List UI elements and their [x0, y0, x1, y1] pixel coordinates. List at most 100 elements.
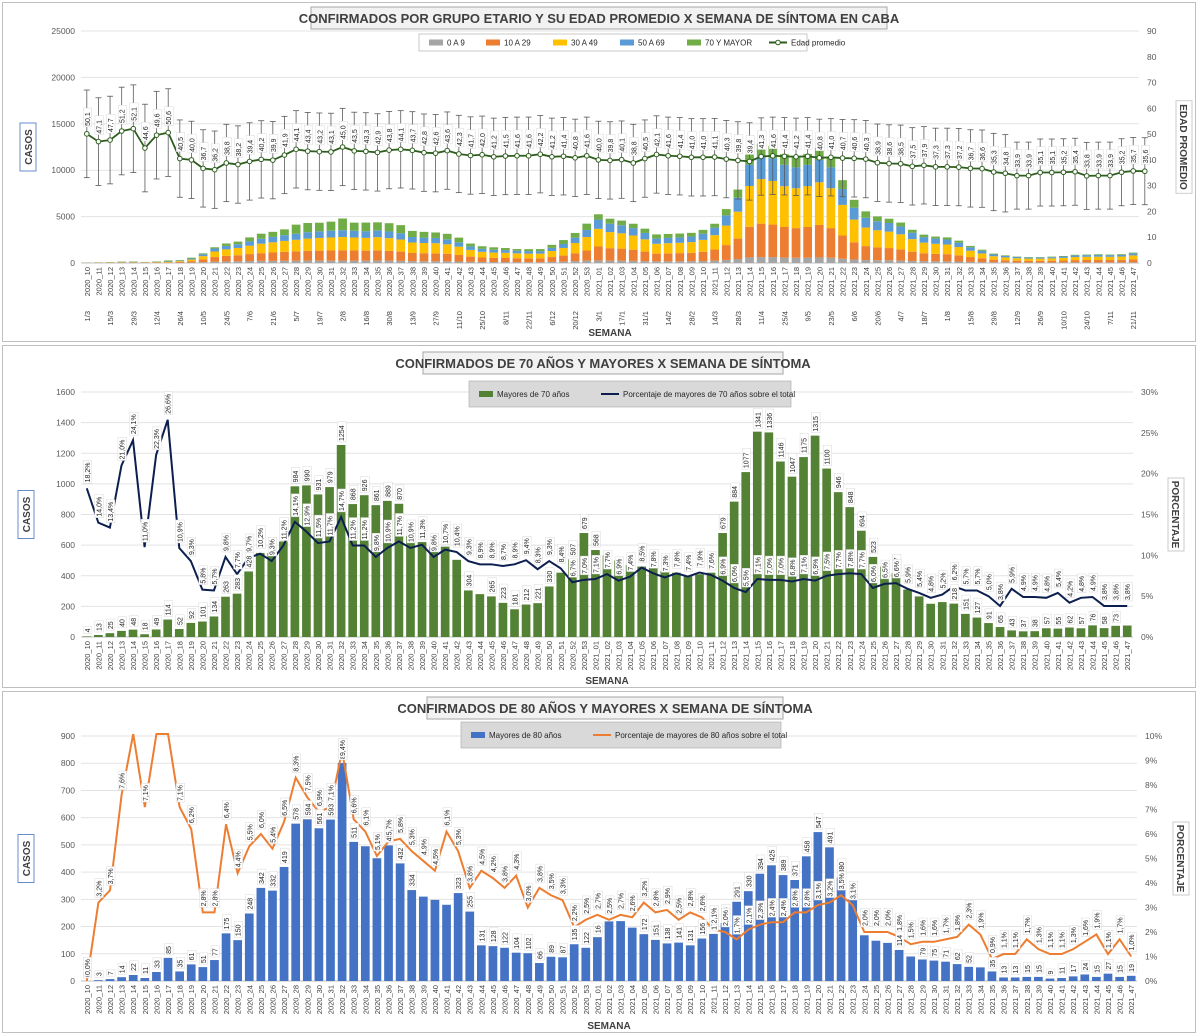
- x-tick-label: 2021_36: [1000, 985, 1009, 1014]
- bar-data-label: 38: [1031, 616, 1040, 629]
- line-data-label-text: 7,8%: [848, 551, 855, 567]
- bar-data-label: 394: [756, 854, 766, 871]
- line-marker: [1095, 172, 1102, 179]
- x-tick-label: 2020_21: [210, 985, 219, 1014]
- line-data-label-box: [1104, 930, 1114, 950]
- y2-axis-title-box: [1167, 477, 1185, 552]
- x-tick-label: 2020_22: [222, 267, 231, 296]
- line-marker: [1060, 169, 1067, 176]
- bar: [972, 617, 982, 637]
- line-data-label: 6,9%: [811, 556, 821, 576]
- bar-data-label-box: [698, 919, 708, 936]
- bar: [964, 966, 974, 981]
- line-data-label-box: [152, 109, 162, 129]
- line-data-label-box: [453, 523, 462, 548]
- bar: [244, 913, 254, 981]
- bar-data-label-box: [988, 957, 998, 969]
- bar-data-label: 1146: [776, 437, 786, 459]
- bar-data-label: 131: [477, 926, 487, 943]
- line-data-label: 18,2%: [83, 460, 92, 484]
- y2-tick-label: 20: [1147, 206, 1157, 216]
- line-data-label-text: 41,4: [678, 135, 685, 149]
- x-tick-label: 2021_27: [897, 267, 906, 296]
- bar: [268, 890, 277, 981]
- x-tick-label: 2020_48: [522, 641, 531, 670]
- x-tick-label: 2020_16: [152, 641, 161, 670]
- bar-segment: [628, 260, 638, 263]
- line-data-label-text: 9,4%: [524, 538, 531, 554]
- x-tick-label: 2020_21: [210, 641, 219, 670]
- bar-data-label-text: 1175: [802, 438, 809, 453]
- bar-data-label-text: 13: [1002, 966, 1009, 974]
- bar-data-label-text: 11: [1060, 967, 1067, 974]
- y2-tick-label: 3%: [1145, 903, 1158, 913]
- x-tick-label: 2021_11: [711, 267, 720, 296]
- bar: [685, 945, 695, 981]
- line-data-label-box: [233, 550, 243, 570]
- line-data-label-box: [419, 836, 429, 857]
- bar-segment: [280, 260, 289, 263]
- x-tick-label: 2021_42: [1069, 985, 1078, 1014]
- bar-data-label: 979: [325, 468, 335, 485]
- bar-data-label: 3: [94, 970, 104, 978]
- line-data-label-text: 41,6: [666, 134, 673, 148]
- bar-data-label-text: 283: [235, 578, 242, 590]
- line-data-label: 40,7: [838, 132, 848, 152]
- x-tick-label: 2020_47: [513, 267, 522, 296]
- bar-segment: [942, 261, 952, 263]
- line-data-label: 2,8%: [651, 888, 661, 908]
- bar-segment: [1024, 257, 1033, 259]
- line-marker: [1014, 172, 1020, 179]
- line-data-label-box: [466, 863, 475, 884]
- bar-data-label-text: 73: [1114, 614, 1121, 622]
- line-data-label-box: [862, 133, 871, 153]
- line-data-label-text: 6,0%: [732, 566, 739, 582]
- bar-data-label-text: 861: [374, 489, 381, 501]
- bar-data-label-box: [210, 597, 220, 614]
- line-data-label-box: [776, 555, 786, 576]
- line-marker: [304, 148, 311, 154]
- bar-data-label: 131: [686, 926, 696, 943]
- bar-data-label: 65: [996, 612, 1006, 625]
- line-data-label: 5,4%: [915, 568, 925, 589]
- bar-data-label-text: 1047: [790, 457, 797, 473]
- line-data-label-box: [732, 915, 742, 935]
- line-data-label-box: [187, 133, 197, 154]
- legend-swatch: [620, 39, 634, 46]
- line-data-label-text: 2,8%: [212, 890, 219, 906]
- bar-segment: [373, 237, 382, 251]
- y2-tick-label: 5%: [1145, 854, 1158, 864]
- bar-segment: [407, 237, 417, 243]
- bar-segment: [349, 237, 359, 251]
- bar-segment: [931, 243, 940, 254]
- line-data-label: 8,9%: [487, 540, 497, 560]
- line-data-label-text: 6,9%: [617, 559, 624, 575]
- bar-segment: [617, 248, 626, 261]
- bar-data-label-box: [522, 585, 532, 602]
- bar-segment: [1024, 260, 1033, 263]
- bar-data-label-box: [593, 922, 603, 935]
- bar-data-label-box: [732, 882, 742, 899]
- line-data-label-text: 49,6: [155, 113, 162, 127]
- bar: [810, 435, 820, 637]
- bar-segment: [442, 261, 452, 263]
- bar-data-label: 848: [846, 488, 855, 505]
- line-data-label-box: [1001, 147, 1011, 167]
- bar-data-label-box: [651, 920, 661, 938]
- line-data-label-text: 43,3: [364, 130, 371, 144]
- bar-segment: [849, 219, 859, 243]
- line-marker: [153, 132, 160, 138]
- bar-segment: [559, 247, 568, 256]
- y-tick-label: 25000: [51, 26, 75, 36]
- bar: [941, 961, 950, 981]
- line-data-label-box: [734, 134, 744, 154]
- bar-data-label-box: [1127, 961, 1137, 974]
- bar-segment: [814, 224, 824, 258]
- bar-segment: [280, 235, 289, 241]
- line-data-label: 9,3%: [545, 537, 555, 557]
- bar-data-label-box: [1034, 962, 1044, 975]
- x-tick-label: 2020_49: [535, 985, 544, 1014]
- line-marker: [525, 152, 532, 159]
- bar: [488, 946, 498, 981]
- bar-segment: [454, 242, 464, 247]
